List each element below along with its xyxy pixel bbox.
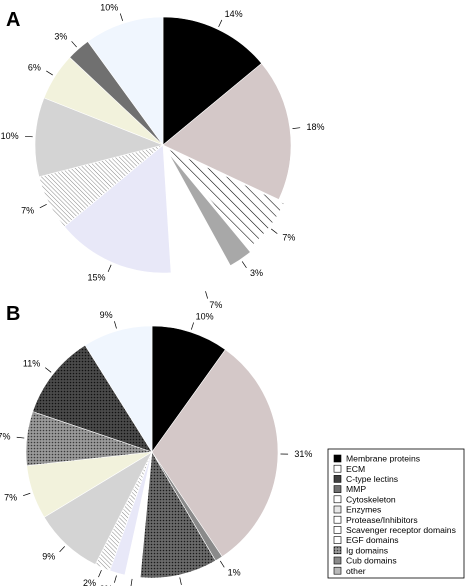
pie-a-tick-10: [119, 13, 123, 21]
pie-b-tick-3: [179, 577, 182, 585]
pie-b-tick-8: [23, 492, 31, 496]
legend-swatch-8: [333, 536, 342, 544]
legend-label-1: ECM: [346, 464, 365, 474]
pie-a-tick-3: [241, 261, 247, 269]
pie-chart-a: 14% 18% 7% 3% 7% 15% 7% 10% 6% 3% 10%: [1, 2, 325, 309]
pie-b-tick-11: [114, 321, 117, 329]
pie-a-label-1: 18%: [306, 122, 324, 132]
legend-label-8: EGF domains: [346, 535, 399, 545]
legend-label-9: Ig domains: [346, 545, 388, 555]
pie-b-slice-10: [32, 344, 153, 453]
pie-b-label-5: 2%: [100, 584, 113, 586]
pie-b-label-8: 7%: [4, 493, 17, 503]
legend-swatch-11: [333, 566, 342, 575]
pie-a-tick-8: [46, 70, 53, 76]
pie-b-tick-7: [59, 546, 65, 553]
legend-label-11: other: [346, 566, 366, 576]
pie-a-label-8: 6%: [28, 62, 41, 72]
pie-a-label-6: 7%: [21, 206, 34, 216]
legend-label-10: Cub domains: [346, 556, 397, 566]
legend-label-5: Enzymes: [346, 505, 381, 515]
pie-chart-b: 10%31%1%10%2%2%2%9%7%7%11%9%: [0, 310, 312, 586]
legend-label-6: Protease/Inhibitors: [346, 515, 418, 525]
legend-label-7: Scavenger receptor domains: [346, 525, 456, 535]
legend-swatch-2: [333, 475, 342, 483]
panel-label-b: B: [6, 303, 20, 325]
legend-swatch-5: [333, 505, 342, 514]
pie-b-label-10: 11%: [23, 359, 40, 369]
pie-a-tick-6: [39, 203, 47, 209]
pie-a-slice-4: [169, 165, 231, 294]
pie-a-slice-5: [63, 144, 172, 274]
pie-a-slice-10: [87, 16, 164, 146]
pie-a-tick-5: [107, 264, 112, 273]
legend-swatch-3: [333, 485, 342, 493]
pie-a-slice-0: [162, 16, 263, 146]
pie-b-label-2: 1%: [228, 568, 241, 578]
pie-b-tick-0: [191, 322, 194, 330]
pie-b-tick-5: [114, 575, 117, 583]
pie-a-label-0: 14%: [225, 9, 243, 19]
pie-b-label-11: 9%: [100, 310, 113, 320]
pie-b-tick-4: [130, 578, 133, 586]
pie-a-label-7: 10%: [1, 131, 19, 141]
legend-label-0: Membrane proteins: [346, 454, 420, 464]
legend-label-2: C-type lectins: [346, 474, 398, 484]
pie-b-label-6: 2%: [83, 578, 96, 586]
pie-b-slice-1: [151, 349, 279, 558]
pie-a-tick-0: [218, 19, 223, 28]
legend-swatch-7: [333, 526, 342, 534]
pie-a-label-4: 7%: [209, 300, 222, 310]
pie-b-slice-0: [151, 325, 226, 453]
pie-b-label-9: 7%: [0, 432, 10, 442]
legend-label-4: Cytoskeleton: [346, 494, 396, 504]
pie-b-slice-3: [139, 451, 216, 579]
pie-a-slice-7: [34, 97, 164, 178]
pie-b-label-0: 10%: [196, 311, 214, 321]
pie-a-label-10: 10%: [100, 2, 118, 12]
pie-a-slice-1: [162, 62, 292, 200]
pie-a-label-2: 7%: [282, 233, 295, 243]
legend-box: [327, 448, 465, 579]
pie-a-tick-4: [205, 291, 208, 299]
legend-swatch-4: [333, 495, 342, 504]
panel-label-a: A: [6, 9, 20, 31]
legend-swatch-10: [333, 556, 342, 565]
pie-a-slice-3: [168, 153, 251, 267]
pie-b-tick-6: [98, 570, 102, 578]
pie-a-tick-9: [71, 41, 77, 48]
pie-a-label-9: 3%: [54, 32, 67, 42]
pie-a-tick-1: [292, 127, 301, 129]
pie-b-label-7: 9%: [42, 552, 55, 562]
pie-b-slice-11: [84, 325, 153, 454]
pie-b-tick-10: [45, 367, 52, 373]
pie-b-tick-9: [16, 436, 25, 439]
legend-swatch-0: [333, 454, 342, 463]
legend-swatch-6: [333, 515, 342, 524]
pie-b-label-1: 31%: [294, 449, 312, 459]
pie-a-slice-2: [167, 148, 285, 248]
pie-b-tick-2: [219, 560, 225, 568]
legend-swatch-1: [333, 464, 342, 473]
pie-a-label-3: 3%: [250, 268, 263, 278]
pie-a-tick-2: [271, 228, 278, 234]
pie-a-label-5: 15%: [88, 273, 106, 283]
legend-label-3: MMP: [346, 484, 366, 494]
legend-swatch-9: [333, 546, 342, 555]
